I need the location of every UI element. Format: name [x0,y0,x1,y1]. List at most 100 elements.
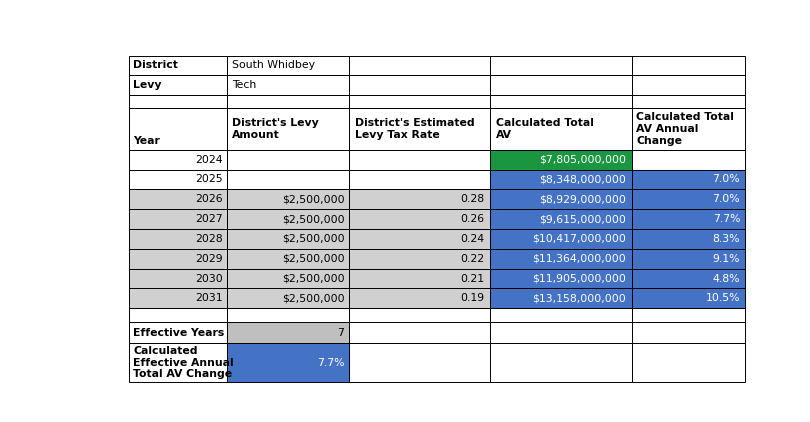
Text: 7: 7 [338,328,344,338]
Text: $7,805,000,000: $7,805,000,000 [539,154,626,165]
Bar [130,308,227,322]
Bar [490,289,632,308]
Text: 7.0%: 7.0% [713,194,740,204]
Bar [227,108,349,150]
Text: 8.3%: 8.3% [713,234,740,244]
Bar [227,249,349,269]
Bar [349,170,490,189]
Bar [490,170,632,189]
Bar [130,189,227,209]
Bar [490,322,632,344]
Text: $2,500,000: $2,500,000 [282,254,344,264]
Text: 7.0%: 7.0% [713,174,740,184]
Bar [227,269,349,289]
Bar [349,322,490,344]
Bar [130,95,227,108]
Bar [490,249,632,269]
Text: $11,905,000,000: $11,905,000,000 [532,273,626,284]
Text: 0.22: 0.22 [461,254,485,264]
Bar [130,209,227,229]
Bar [349,76,490,95]
Bar [349,344,490,382]
Bar [227,322,349,344]
Bar [349,229,490,249]
Bar [349,108,490,150]
Bar [632,249,744,269]
Text: 0.26: 0.26 [461,214,485,224]
Text: $2,500,000: $2,500,000 [282,293,344,303]
Text: Effective Years: Effective Years [134,328,224,338]
Bar [130,150,227,170]
Bar [632,150,744,170]
Bar [632,189,744,209]
Text: South Whidbey: South Whidbey [232,60,315,70]
Text: $11,364,000,000: $11,364,000,000 [532,254,626,264]
Text: $9,615,000,000: $9,615,000,000 [539,214,626,224]
Bar [227,289,349,308]
Bar [632,76,744,95]
Text: 2026: 2026 [195,194,223,204]
Bar [130,170,227,189]
Text: 9.1%: 9.1% [713,254,740,264]
Bar [349,189,490,209]
Text: District: District [134,60,178,70]
Text: 2025: 2025 [195,174,223,184]
Bar [227,170,349,189]
Bar [227,56,349,76]
Text: 2024: 2024 [195,154,223,165]
Text: $2,500,000: $2,500,000 [282,194,344,204]
Text: 7.7%: 7.7% [713,214,740,224]
Text: District's Levy
Amount: District's Levy Amount [232,118,318,140]
Bar [349,289,490,308]
Bar [349,308,490,322]
Bar [632,289,744,308]
Bar [227,344,349,382]
Bar [490,269,632,289]
Bar [349,150,490,170]
Text: $13,158,000,000: $13,158,000,000 [532,293,626,303]
Bar [490,76,632,95]
Text: 2030: 2030 [195,273,223,284]
Text: Year: Year [134,136,160,146]
Text: 0.24: 0.24 [461,234,485,244]
Bar [349,95,490,108]
Bar [130,322,227,344]
Bar [130,229,227,249]
Bar [349,249,490,269]
Bar [490,344,632,382]
Text: 4.8%: 4.8% [713,273,740,284]
Text: 7.7%: 7.7% [317,357,344,368]
Text: $8,348,000,000: $8,348,000,000 [539,174,626,184]
Bar [490,95,632,108]
Bar [227,95,349,108]
Bar [490,108,632,150]
Text: $2,500,000: $2,500,000 [282,273,344,284]
Bar [490,308,632,322]
Text: District's Estimated
Levy Tax Rate: District's Estimated Levy Tax Rate [355,118,475,140]
Text: 0.19: 0.19 [461,293,485,303]
Bar [490,229,632,249]
Bar [130,269,227,289]
Bar [632,56,744,76]
Text: $10,417,000,000: $10,417,000,000 [532,234,626,244]
Bar [227,150,349,170]
Bar [490,150,632,170]
Text: Tech: Tech [232,80,256,90]
Bar [349,56,490,76]
Bar [130,108,227,150]
Bar [349,269,490,289]
Bar [227,209,349,229]
Bar [227,308,349,322]
Bar [130,249,227,269]
Text: Calculated
Effective Annual
Total AV Change: Calculated Effective Annual Total AV Cha… [134,346,234,379]
Bar [130,56,227,76]
Text: Calculated Total
AV: Calculated Total AV [496,118,594,140]
Text: 2031: 2031 [195,293,223,303]
Text: Calculated Total
AV Annual
Change: Calculated Total AV Annual Change [636,112,734,146]
Text: 0.28: 0.28 [461,194,485,204]
Text: $2,500,000: $2,500,000 [282,234,344,244]
Bar [632,108,744,150]
Bar [632,344,744,382]
Bar [490,189,632,209]
Bar [130,76,227,95]
